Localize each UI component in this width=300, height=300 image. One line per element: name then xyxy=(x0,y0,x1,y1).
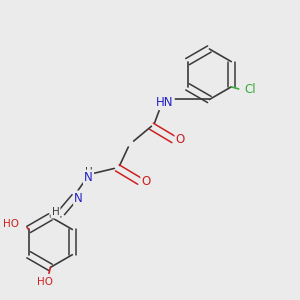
Text: HO: HO xyxy=(3,218,19,229)
Text: H: H xyxy=(85,167,93,177)
Text: Cl: Cl xyxy=(244,83,256,96)
Text: H: H xyxy=(52,207,59,218)
Text: HO: HO xyxy=(37,277,53,286)
Text: N: N xyxy=(74,192,83,205)
Text: HN: HN xyxy=(156,96,174,109)
Text: O: O xyxy=(176,133,185,146)
Text: N: N xyxy=(84,171,93,184)
Text: O: O xyxy=(142,175,151,188)
